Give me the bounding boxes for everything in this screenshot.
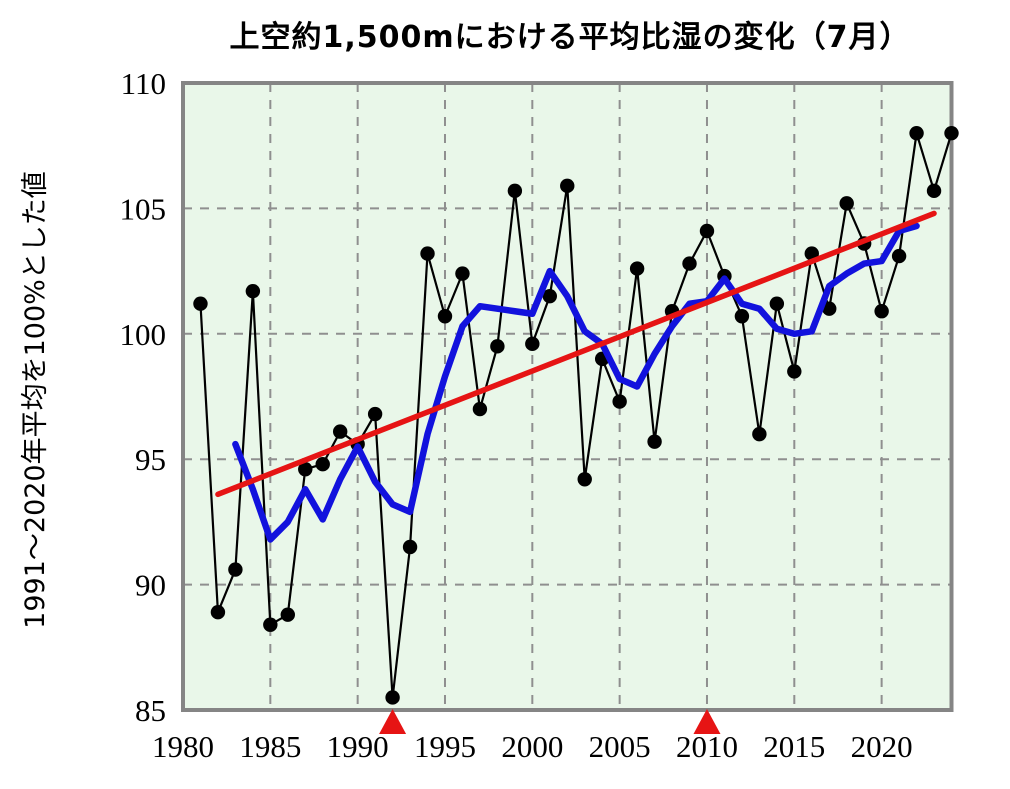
data-point (699, 223, 715, 239)
data-point (332, 424, 348, 439)
data-point (210, 604, 226, 620)
instrument-change-marker (379, 709, 407, 734)
data-point (874, 304, 889, 319)
data-point (263, 617, 278, 632)
data-point (385, 690, 400, 705)
plot-border (181, 81, 954, 712)
data-point (560, 178, 575, 194)
x-tick-label: 2000 (501, 729, 563, 764)
data-point (455, 266, 470, 281)
data-point (839, 196, 854, 211)
data-point (228, 562, 243, 577)
data-point (193, 296, 208, 311)
data-point (542, 288, 557, 304)
data-point (507, 183, 523, 199)
x-tick-label: 2005 (589, 729, 651, 764)
data-point (909, 125, 924, 141)
data-point (787, 364, 802, 379)
data-point (280, 607, 295, 622)
x-tick-label: 2015 (763, 729, 825, 764)
x-tick-label: 1995 (414, 729, 476, 764)
data-point (769, 296, 785, 311)
data-point (926, 183, 942, 199)
data-point (402, 539, 418, 555)
x-tick-label: 2020 (851, 729, 913, 764)
x-tick-label: 1990 (327, 729, 389, 764)
data-point (682, 256, 697, 271)
x-tick-label: 2010 (676, 729, 738, 764)
data-point (437, 309, 453, 324)
data-point (298, 462, 313, 477)
x-tick-label: 1985 (239, 729, 301, 764)
data-point (629, 261, 645, 276)
data-point (420, 246, 435, 261)
y-tick-label: 100 (120, 317, 167, 352)
data-point (752, 426, 767, 442)
x-tick-label: 1980 (152, 729, 214, 764)
data-point (822, 301, 837, 316)
y-tick-label: 110 (121, 66, 166, 101)
data-point (891, 248, 907, 264)
data-point (315, 457, 330, 472)
y-tick-label: 90 (135, 568, 166, 603)
instrument-change-marker (693, 709, 721, 734)
data-point (647, 434, 662, 449)
chart-title: 上空約1,500mにおける平均比湿の変化（7月） (229, 20, 911, 55)
data-point (944, 125, 959, 141)
y-tick-label: 85 (135, 693, 166, 728)
data-point (367, 406, 383, 422)
y-tick-label: 105 (120, 191, 167, 226)
data-point (525, 336, 540, 352)
data-point (577, 472, 592, 487)
smoothed-line (232, 222, 920, 543)
data-point (490, 339, 505, 354)
trend-line (215, 210, 937, 498)
data-point (472, 401, 488, 417)
plot-background (183, 83, 952, 710)
data-point (734, 309, 750, 324)
data-point (245, 283, 261, 299)
y-tick-label: 95 (135, 442, 166, 477)
data-point (612, 394, 627, 409)
